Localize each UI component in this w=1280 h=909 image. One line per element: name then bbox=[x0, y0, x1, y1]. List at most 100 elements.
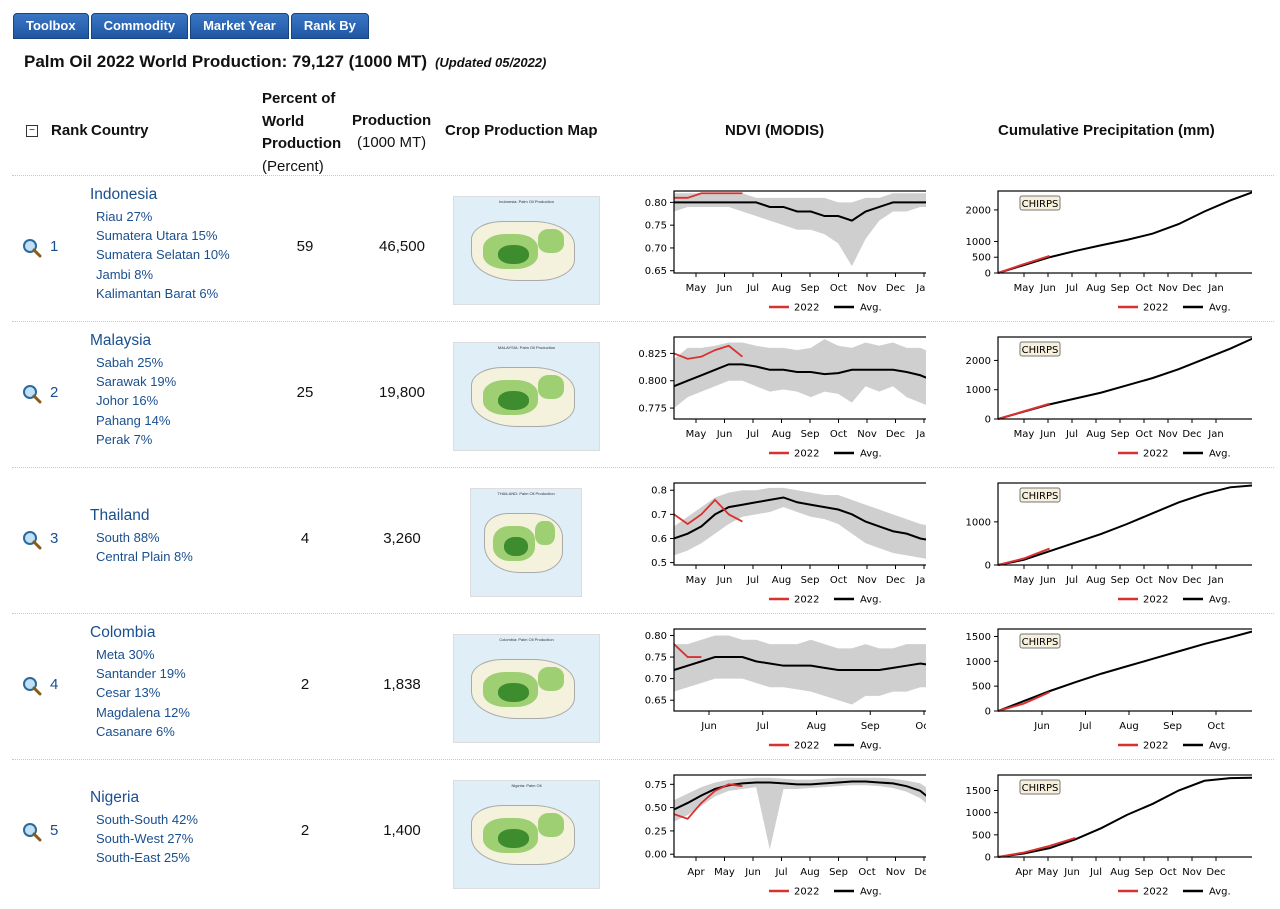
legend-2022-label: 2022 bbox=[1143, 303, 1168, 314]
ndvi-range-band bbox=[674, 487, 926, 559]
magnifier-handle bbox=[32, 540, 42, 550]
precip-xtick-label: Sep bbox=[1111, 575, 1130, 586]
ndvi-ytick-label: 0.65 bbox=[645, 266, 667, 277]
region-link[interactable]: Sarawak 19% bbox=[96, 374, 177, 390]
tab-rank-by[interactable]: Rank By bbox=[290, 13, 369, 39]
crop-production-map[interactable]: MALAYSIA: Palm Oil Production bbox=[453, 342, 600, 451]
header-percent[interactable]: Percent of World Production (Percent) bbox=[262, 88, 341, 178]
crop-production-map[interactable]: Indonesia: Palm Oil Production bbox=[453, 196, 600, 305]
region-link[interactable]: Riau 27% bbox=[96, 209, 153, 224]
country-link[interactable]: Indonesia bbox=[90, 186, 158, 203]
region-link[interactable]: Magdalena 12% bbox=[96, 704, 190, 720]
tab-toolbox[interactable]: Toolbox bbox=[13, 13, 89, 39]
chart-legend: 2022 Avg. bbox=[769, 303, 882, 314]
ndvi-ytick-label: 0.25 bbox=[645, 826, 667, 837]
header-production[interactable]: Production (1000 MT) bbox=[352, 110, 431, 154]
precip-chart: CHIRPS 1000 0 May Jun Jul Aug Sep Oct Nov Dec Jan 20… bbox=[966, 482, 1252, 606]
tab-commodity[interactable]: Commodity bbox=[90, 13, 189, 39]
region-list: Meta 30% Santander 19% Cesar 13% Magdalena … bbox=[96, 645, 190, 741]
precip-xtick-label: Dec bbox=[1182, 575, 1201, 586]
precip-chart: CHIRPS 2000 1000 500 0 May Jun Jul Aug Sep Oct Nov D… bbox=[966, 190, 1252, 314]
precip-2022-line bbox=[997, 547, 1050, 566]
precip-frame bbox=[997, 628, 1252, 712]
ndvi-xtick-label: Jan bbox=[915, 429, 926, 440]
region-link[interactable]: South 88% bbox=[96, 529, 160, 545]
precip-ytick-label: 1000 bbox=[966, 237, 991, 248]
region-link[interactable]: South-East 25% bbox=[96, 850, 190, 866]
header-precip: Cumulative Precipitation (mm) bbox=[998, 122, 1215, 139]
ndvi-frame bbox=[673, 774, 926, 858]
magnifier-icon[interactable] bbox=[22, 530, 42, 550]
crop-production-map[interactable]: Colombia: Palm Oil Production bbox=[453, 634, 600, 743]
ndvi-frame bbox=[673, 628, 926, 712]
precip-xtick-label: Oct bbox=[1135, 283, 1152, 294]
legend-avg-label: Avg. bbox=[1209, 741, 1231, 752]
ndvi-range-band bbox=[674, 339, 926, 409]
ndvi-xtick-label: Dec bbox=[886, 429, 905, 440]
precip-ytick-label: 1000 bbox=[966, 808, 991, 819]
magnifier-icon[interactable] bbox=[22, 384, 42, 404]
legend-2022-label: 2022 bbox=[794, 595, 819, 606]
map-title: Indonesia: Palm Oil Production bbox=[499, 199, 554, 204]
ndvi-xtick-label: Jul bbox=[746, 283, 759, 294]
ndvi-ytick-label: 0.75 bbox=[645, 780, 667, 791]
chirps-badge: CHIRPS bbox=[1019, 341, 1061, 357]
ndvi-chart: 0.75 0.50 0.25 0.00 Apr May Jun Jul Aug Sep Oct Nov… bbox=[645, 774, 926, 898]
ndvi-frame bbox=[673, 190, 926, 274]
country-link[interactable]: Malaysia bbox=[90, 332, 152, 349]
header-rank[interactable]: Rank bbox=[51, 122, 88, 139]
ndvi-xtick-label: Sep bbox=[801, 575, 820, 586]
header-country[interactable]: Country bbox=[91, 122, 149, 139]
region-link[interactable]: Johor 16% bbox=[96, 393, 159, 409]
tab-market-year[interactable]: Market Year bbox=[190, 13, 289, 39]
region-link[interactable]: Kalimantan Barat 6% bbox=[96, 285, 219, 301]
ndvi-xtick-label: Sep bbox=[801, 283, 820, 294]
precip-xtick-label: Jun bbox=[1039, 283, 1056, 294]
ndvi-xtick-label: Aug bbox=[772, 429, 792, 440]
region-link[interactable]: Jambi 8% bbox=[96, 266, 154, 282]
precip-frame bbox=[997, 774, 1252, 858]
country-link[interactable]: Thailand bbox=[90, 506, 150, 524]
region-link[interactable]: South-South 42% bbox=[96, 812, 198, 827]
country-link[interactable]: Nigeria bbox=[90, 789, 140, 806]
crop-production-map[interactable]: Nigeria: Palm Oil bbox=[453, 780, 600, 889]
crop-production-map[interactable]: THAILAND: Palm Oil Production bbox=[470, 488, 582, 597]
region-list: Riau 27% Sumatera Utara 15% Sumatera Selat… bbox=[96, 207, 230, 303]
table-row: 2 Malaysia Sabah 25% Sarawak 19% Johor 16% Pa… bbox=[12, 321, 1274, 467]
magnifier-icon[interactable] bbox=[22, 238, 42, 258]
map-light-green-area bbox=[538, 813, 565, 837]
region-link[interactable]: Casanare 6% bbox=[96, 723, 175, 739]
ndvi-ytick-label: 0.800 bbox=[638, 376, 667, 387]
precip-ytick-label: 0 bbox=[985, 707, 991, 718]
country-link[interactable]: Colombia bbox=[90, 624, 156, 641]
ndvi-xtick-label: Apr bbox=[687, 867, 705, 878]
collapse-toggle[interactable]: − bbox=[26, 125, 38, 137]
ndvi-ytick-label: 0.6 bbox=[651, 534, 667, 545]
precip-xtick-label: Aug bbox=[1086, 429, 1106, 440]
region-link[interactable]: Central Plain 8% bbox=[96, 548, 193, 564]
chart-legend: 2022 Avg. bbox=[1118, 887, 1231, 898]
region-link[interactable]: Pahang 14% bbox=[96, 412, 171, 428]
ndvi-xtick-label: Jul bbox=[774, 867, 787, 878]
region-link[interactable]: Santander 19% bbox=[96, 666, 186, 682]
ndvi-ytick-label: 0.80 bbox=[645, 631, 667, 642]
ndvi-xtick-label: Jan bbox=[915, 575, 926, 586]
ndvi-ytick-label: 0.70 bbox=[645, 243, 667, 254]
magnifier-icon[interactable] bbox=[22, 822, 42, 842]
rank-number: 3 bbox=[50, 530, 59, 547]
chirps-badge-box bbox=[1019, 195, 1061, 211]
region-link[interactable]: South-West 27% bbox=[96, 831, 194, 847]
ndvi-chart: 0.80 0.75 0.70 0.65 Jun Jul Aug Sep Oct 2022 Avg. bbox=[645, 628, 926, 752]
region-link[interactable]: Meta 30% bbox=[96, 647, 155, 662]
map-dark-green-area bbox=[497, 829, 530, 849]
region-link[interactable]: Sumatera Selatan 10% bbox=[96, 247, 230, 263]
magnifier-icon[interactable] bbox=[22, 676, 42, 696]
region-link[interactable]: Perak 7% bbox=[96, 431, 153, 447]
region-link[interactable]: Sabah 25% bbox=[96, 355, 164, 370]
precip-ytick-label: 0 bbox=[985, 269, 991, 280]
region-link[interactable]: Sumatera Utara 15% bbox=[96, 228, 218, 244]
chirps-badge-box bbox=[1019, 633, 1061, 649]
region-link[interactable]: Cesar 13% bbox=[96, 685, 161, 701]
legend-avg-label: Avg. bbox=[860, 449, 882, 460]
table-row: 4 Colombia Meta 30% Santander 19% Cesar 13% M… bbox=[12, 613, 1274, 759]
